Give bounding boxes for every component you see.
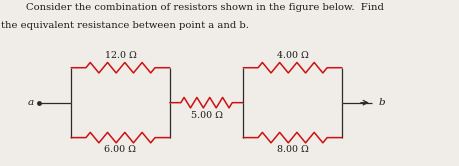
Text: b: b [379,98,385,107]
Text: 4.00 Ω: 4.00 Ω [277,51,308,60]
Text: 5.00 Ω: 5.00 Ω [190,111,223,120]
Text: the equivalent resistance between point a and b.: the equivalent resistance between point … [1,21,249,30]
Text: 8.00 Ω: 8.00 Ω [277,145,308,154]
Text: 6.00 Ω: 6.00 Ω [105,145,136,154]
Text: a: a [28,98,34,107]
Text: Consider the combination of resistors shown in the figure below.  Find: Consider the combination of resistors sh… [1,3,384,12]
Text: 12.0 Ω: 12.0 Ω [105,51,136,60]
